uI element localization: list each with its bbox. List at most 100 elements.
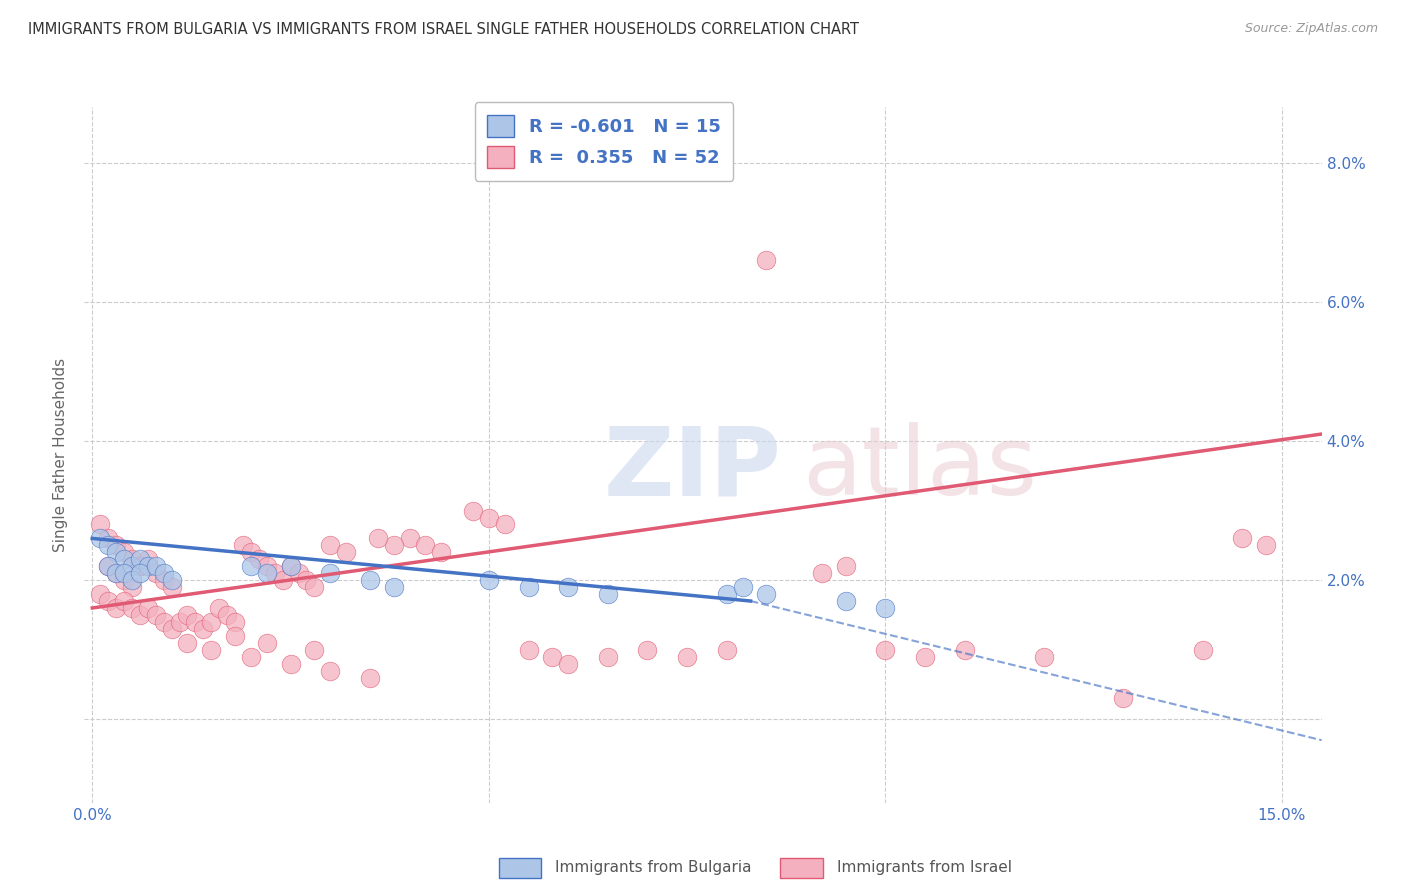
Point bbox=[193, 622, 215, 636]
Point bbox=[875, 601, 897, 615]
Point bbox=[105, 566, 128, 581]
Point bbox=[112, 566, 135, 581]
Point bbox=[382, 580, 405, 594]
Text: Source: ZipAtlas.com: Source: ZipAtlas.com bbox=[1244, 22, 1378, 36]
Point bbox=[557, 580, 579, 594]
Point bbox=[256, 636, 278, 650]
Point bbox=[359, 671, 381, 685]
Point bbox=[517, 642, 540, 657]
Point bbox=[152, 566, 174, 581]
Point bbox=[160, 573, 183, 587]
Point bbox=[247, 552, 270, 566]
Point bbox=[121, 573, 143, 587]
Text: atlas: atlas bbox=[801, 422, 1038, 516]
Point bbox=[112, 594, 135, 608]
Text: ZIP: ZIP bbox=[605, 422, 782, 516]
Point bbox=[811, 566, 834, 581]
Point bbox=[128, 559, 150, 574]
Point bbox=[160, 580, 183, 594]
Point bbox=[128, 559, 150, 574]
Point bbox=[208, 601, 231, 615]
Point bbox=[731, 580, 754, 594]
Point bbox=[105, 545, 128, 559]
Point bbox=[367, 532, 389, 546]
Point bbox=[89, 517, 111, 532]
Point bbox=[112, 552, 135, 566]
Point bbox=[304, 642, 326, 657]
Point bbox=[239, 559, 262, 574]
Point bbox=[835, 559, 858, 574]
Point bbox=[121, 559, 143, 574]
Point bbox=[494, 517, 516, 532]
Point bbox=[89, 587, 111, 601]
Point bbox=[224, 629, 246, 643]
Point bbox=[136, 552, 159, 566]
Point bbox=[121, 580, 143, 594]
Point bbox=[382, 538, 405, 552]
Point bbox=[835, 594, 858, 608]
Point bbox=[319, 566, 342, 581]
Point bbox=[335, 545, 357, 559]
Point bbox=[128, 607, 150, 622]
Point bbox=[121, 601, 143, 615]
Point bbox=[287, 566, 309, 581]
Point bbox=[256, 559, 278, 574]
Point bbox=[128, 566, 150, 581]
Point bbox=[1033, 649, 1056, 664]
Point bbox=[755, 253, 778, 268]
Legend: R = -0.601   N = 15, R =  0.355   N = 52: R = -0.601 N = 15, R = 0.355 N = 52 bbox=[475, 103, 734, 180]
Point bbox=[637, 642, 659, 657]
Point bbox=[105, 601, 128, 615]
Point bbox=[112, 573, 135, 587]
Point bbox=[295, 573, 318, 587]
Text: IMMIGRANTS FROM BULGARIA VS IMMIGRANTS FROM ISRAEL SINGLE FATHER HOUSEHOLDS CORR: IMMIGRANTS FROM BULGARIA VS IMMIGRANTS F… bbox=[28, 22, 859, 37]
Point bbox=[430, 545, 453, 559]
Point bbox=[398, 532, 420, 546]
Point bbox=[176, 636, 198, 650]
Point bbox=[271, 573, 294, 587]
Point bbox=[145, 559, 167, 574]
Point bbox=[319, 664, 342, 678]
Point bbox=[914, 649, 936, 664]
Point bbox=[160, 622, 183, 636]
Point bbox=[304, 580, 326, 594]
Point bbox=[145, 566, 167, 581]
Point bbox=[200, 615, 222, 629]
Point bbox=[716, 587, 738, 601]
Point bbox=[280, 559, 302, 574]
Point bbox=[128, 552, 150, 566]
Point bbox=[152, 615, 174, 629]
Point bbox=[1191, 642, 1213, 657]
Point bbox=[953, 642, 976, 657]
Point bbox=[112, 545, 135, 559]
Point bbox=[176, 607, 198, 622]
Text: Immigrants from Bulgaria: Immigrants from Bulgaria bbox=[555, 860, 752, 874]
Point bbox=[145, 607, 167, 622]
Point bbox=[217, 607, 239, 622]
Point bbox=[541, 649, 564, 664]
Point bbox=[239, 545, 262, 559]
Point bbox=[478, 510, 501, 524]
Point bbox=[169, 615, 191, 629]
Point bbox=[557, 657, 579, 671]
Point bbox=[263, 566, 285, 581]
Point bbox=[596, 649, 619, 664]
Point bbox=[478, 573, 501, 587]
Point bbox=[239, 649, 262, 664]
Text: Immigrants from Israel: Immigrants from Israel bbox=[837, 860, 1011, 874]
Point bbox=[105, 566, 128, 581]
Point bbox=[97, 594, 120, 608]
Point bbox=[97, 538, 120, 552]
Y-axis label: Single Father Households: Single Father Households bbox=[53, 358, 69, 552]
Point bbox=[716, 642, 738, 657]
Point bbox=[461, 503, 484, 517]
Point bbox=[121, 552, 143, 566]
Point bbox=[184, 615, 207, 629]
Point bbox=[676, 649, 699, 664]
Point bbox=[136, 601, 159, 615]
Point bbox=[319, 538, 342, 552]
Point bbox=[596, 587, 619, 601]
Point bbox=[224, 615, 246, 629]
Point bbox=[256, 566, 278, 581]
Point bbox=[97, 532, 120, 546]
